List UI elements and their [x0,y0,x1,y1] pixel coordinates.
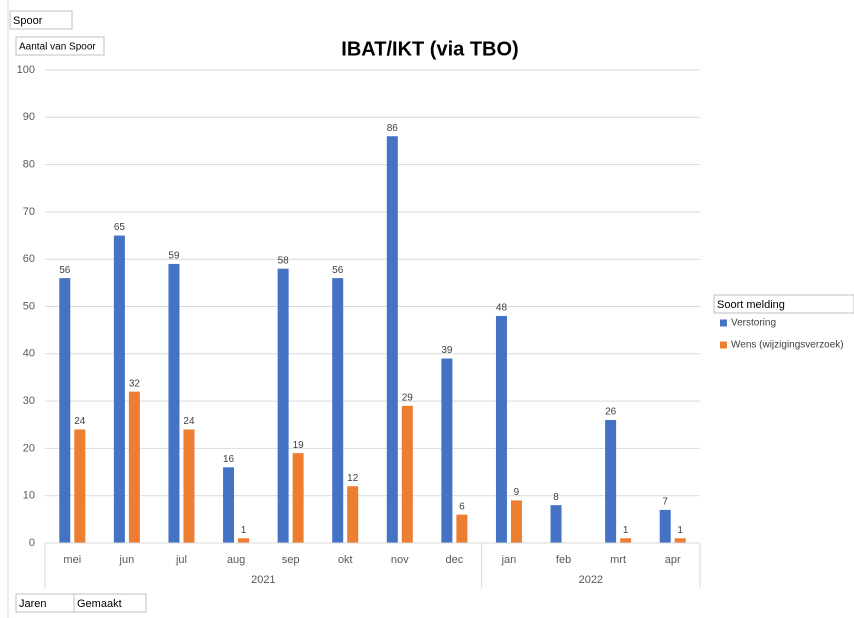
data-label: 48 [496,303,508,314]
data-label: 58 [278,255,290,266]
data-label: 9 [514,487,520,498]
bar [238,538,250,543]
y-tick-label: 70 [23,206,35,218]
data-label: 29 [402,392,414,403]
data-label: 16 [223,454,235,465]
data-label: 19 [293,440,305,451]
data-label: 6 [459,501,465,512]
bar [620,538,632,543]
data-label: 7 [662,497,668,508]
bar [128,391,140,543]
x-tick-label: jun [119,554,135,566]
y-tick-label: 60 [23,253,35,265]
bar [456,514,468,543]
y-tick-label: 100 [17,64,35,76]
bar [277,268,289,543]
data-label: 56 [59,265,71,276]
bar [292,453,304,543]
bar [183,429,195,543]
y-tick-label: 50 [23,300,35,312]
group-label: 2021 [251,574,275,586]
bar [550,505,562,543]
data-label: 24 [74,416,86,427]
data-label: 32 [129,378,141,389]
bar [113,235,125,544]
bar [605,420,617,543]
data-label: 8 [553,492,559,503]
data-label: 1 [623,525,629,536]
y-tick-label: 20 [23,442,35,454]
x-tick-label: sep [282,554,300,566]
x-tick-label: feb [556,554,571,566]
data-label: 26 [605,407,617,418]
x-tick-label: okt [338,554,353,566]
x-tick-label: dec [446,554,464,566]
axis-button-label[interactable]: Gemaakt [77,598,122,610]
bar [347,486,359,543]
data-label: 24 [183,416,195,427]
bar [74,429,86,543]
x-tick-label: apr [665,554,681,566]
bar [223,467,235,543]
x-tick-label: jul [175,554,187,566]
axis-button[interactable] [73,593,147,613]
x-tick-label: mrt [610,554,626,566]
data-label: 39 [441,345,453,356]
legend-label: Wens (wijzigingsverzoek) [731,340,844,351]
bar [168,263,180,543]
bar [441,358,453,543]
group-label: 2022 [579,574,603,586]
bar [401,405,413,543]
legend-swatch [720,341,727,349]
data-label: 1 [241,525,247,536]
y-tick-label: 0 [29,537,35,549]
data-label: 1 [677,525,683,536]
axis-button-label[interactable]: Jaren [19,598,47,610]
filter-button[interactable] [9,10,73,30]
filter-button-label[interactable]: Spoor [13,15,43,27]
y-tick-label: 80 [23,159,35,171]
y-tick-label: 10 [23,490,35,502]
data-label: 56 [332,265,344,276]
bar [332,278,344,543]
data-label: 86 [387,123,399,134]
data-label: 12 [347,473,359,484]
legend-swatch [720,319,727,327]
legend-button-label[interactable]: Soort melding [717,299,785,311]
data-label: 65 [114,222,126,233]
bar [495,315,507,543]
bar [659,509,671,543]
y-tick-label: 30 [23,395,35,407]
value-button[interactable] [15,36,105,56]
legend-label: Verstoring [731,318,776,329]
data-label: 59 [168,251,180,262]
y-tick-label: 40 [23,348,35,360]
x-tick-label: jan [501,554,517,566]
y-tick-label: 90 [23,111,35,123]
legend-button[interactable] [713,294,854,314]
bar [386,136,398,543]
bar [59,278,71,543]
bar [674,538,686,543]
chart-title: IBAT/IKT (via TBO) [341,38,518,60]
x-tick-label: aug [227,554,245,566]
value-button-label[interactable]: Aantal van Spoor [19,42,96,53]
bar [510,500,522,543]
x-tick-label: nov [391,554,409,566]
x-tick-label: mei [63,554,81,566]
